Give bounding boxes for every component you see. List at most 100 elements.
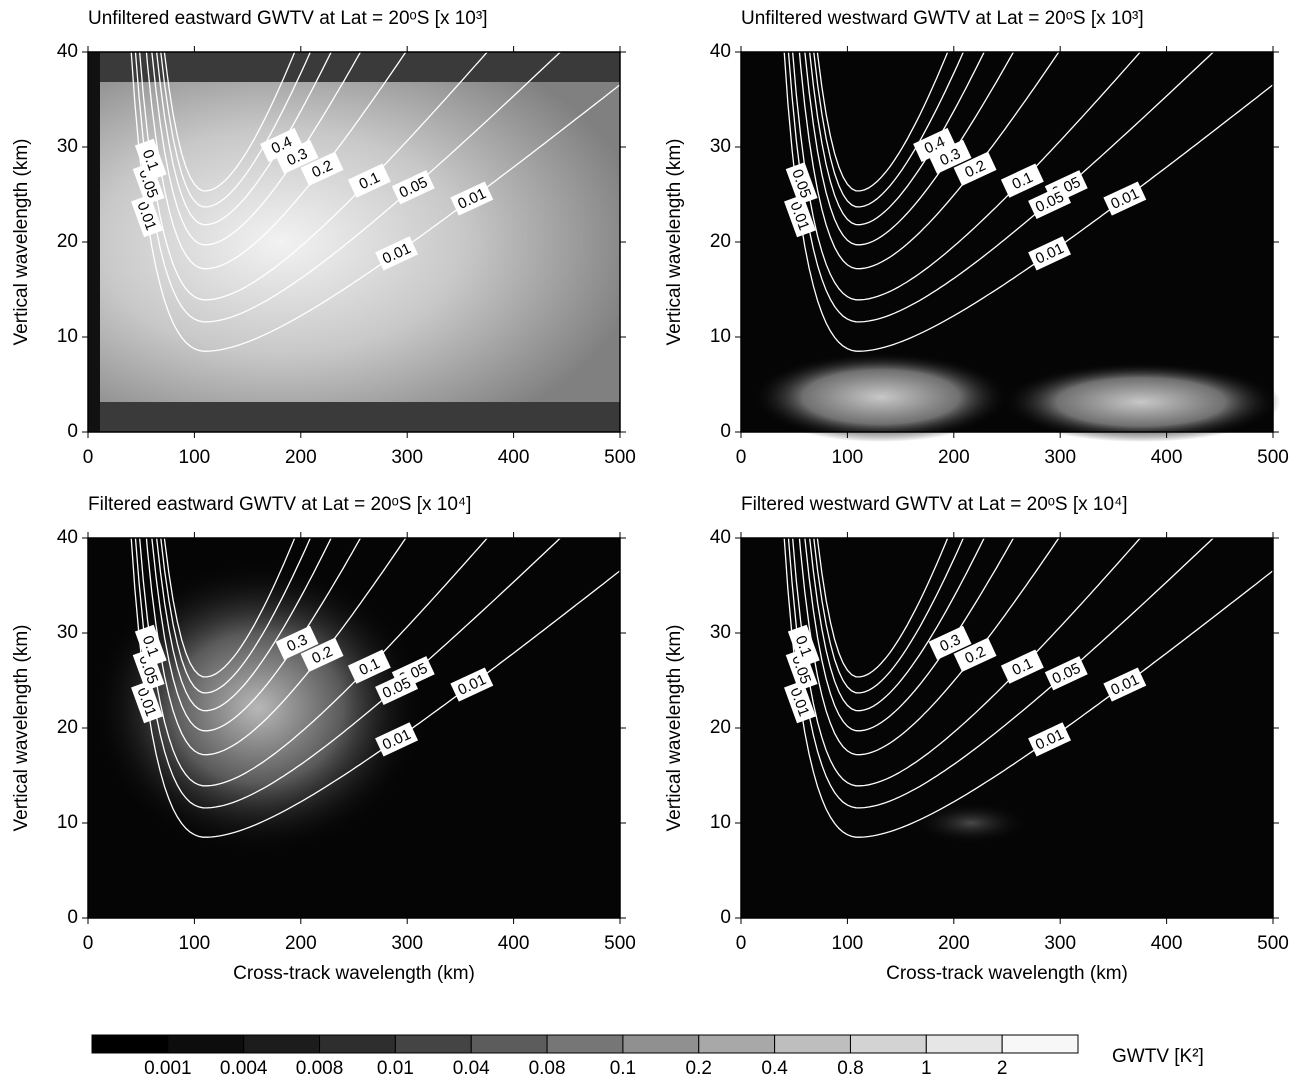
colorbar-label: 0.8: [837, 1058, 863, 1078]
x-tick-label: 500: [1257, 447, 1289, 468]
x-tick-label: 100: [179, 447, 211, 468]
x-tick-label: 500: [1257, 933, 1289, 954]
contour-line: [138, 538, 489, 787]
contour-line: [798, 538, 1060, 756]
contour-line: [808, 538, 985, 712]
x-tick-label: 400: [1151, 933, 1183, 954]
contour-label-box: [1028, 236, 1072, 271]
colorbar-box: [546, 1034, 624, 1054]
colorbar-label: 0.04: [453, 1058, 490, 1078]
x-tick-label: 0: [736, 933, 747, 954]
contour-label-box: [1028, 722, 1072, 757]
colorbar-label: 2: [997, 1058, 1008, 1078]
contour-label-box: [375, 236, 419, 271]
plot-area: [741, 538, 1273, 918]
y-tick-label: 0: [67, 907, 78, 928]
contour-label-box: [375, 722, 419, 757]
contour-line: [791, 538, 1142, 787]
contour-line: [151, 52, 362, 246]
colorbar-box: [470, 1034, 548, 1054]
colorbar-label: 0.008: [296, 1058, 344, 1078]
field: [98, 82, 620, 402]
contour-label-box: [784, 194, 816, 238]
y-tick-label: 40: [57, 41, 78, 62]
contour-line: [134, 538, 562, 809]
contour-line: [163, 538, 296, 678]
field: [88, 52, 100, 432]
panel-title: Filtered westward GWTV at Lat = 20ᵒS [x …: [741, 494, 1128, 515]
contours: 0.010.050.10.20.010.050.1 0.30.40.01: [130, 52, 620, 352]
x-tick-label: 200: [938, 447, 970, 468]
contour-line: [804, 538, 1015, 732]
y-axis-label: Vertical wavelength (km): [664, 625, 685, 832]
field: [1001, 362, 1281, 442]
x-axis-label: Cross-track wavelength (km): [233, 963, 475, 984]
contour-label-box: [300, 637, 344, 672]
y-tick-label: 40: [710, 527, 731, 548]
contour-line: [160, 538, 312, 694]
contour-line: [813, 52, 965, 208]
contour-label-box: [132, 162, 165, 205]
contour-label-box: [132, 648, 165, 691]
contour-label-box: [375, 670, 419, 705]
contour-line: [138, 52, 489, 301]
colorbar-box: [167, 1034, 245, 1054]
x-tick-label: 500: [604, 933, 636, 954]
colorbar-box: [243, 1034, 321, 1054]
x-tick-label: 200: [938, 933, 970, 954]
colorbar-label: 0.4: [761, 1058, 788, 1078]
contour-label-box: [785, 648, 818, 691]
contour-line: [808, 52, 985, 226]
contour-label-box: [785, 162, 818, 205]
x-tick-label: 200: [285, 447, 317, 468]
y-tick-label: 20: [57, 231, 78, 252]
contour-line: [145, 52, 407, 270]
plot-area: [88, 52, 620, 432]
contour-label-box: [134, 138, 167, 182]
contour-label-box: [928, 139, 972, 174]
contour-line: [163, 52, 296, 192]
colorbar-box: [925, 1034, 1003, 1054]
panel-title: Unfiltered eastward GWTV at Lat = 20ᵒS […: [88, 8, 487, 29]
colorbar-label: 0.01: [377, 1058, 414, 1078]
y-tick-label: 0: [720, 907, 731, 928]
contour-label-box: [1000, 649, 1044, 684]
x-tick-label: 400: [498, 447, 530, 468]
contour-label: 0.2: [953, 151, 997, 186]
contour-line: [783, 538, 1273, 838]
contour-line: [791, 52, 1142, 301]
contour-label-box: [131, 680, 163, 724]
y-tick-label: 20: [57, 717, 78, 738]
contour-label-box: [347, 163, 391, 198]
colorbar-box: [319, 1034, 396, 1054]
y-tick-label: 30: [57, 622, 78, 643]
contour-label-box: [928, 625, 972, 660]
y-tick-label: 30: [57, 136, 78, 157]
contour-label-box: [275, 139, 319, 174]
contour-label-box: [347, 649, 391, 684]
panel-title: Unfiltered westward GWTV at Lat = 20ᵒS […: [741, 8, 1144, 29]
contour-line: [160, 52, 312, 208]
contour-label-text: 0.1: [139, 147, 162, 172]
x-tick-label: 300: [391, 447, 423, 468]
contour-label-box: [953, 637, 997, 672]
y-tick-label: 10: [710, 326, 731, 347]
x-tick-label: 500: [604, 447, 636, 468]
y-axis-label: Vertical wavelength (km): [11, 625, 32, 832]
x-tick-label: 300: [1044, 447, 1076, 468]
colorbar-label: 0.2: [686, 1058, 712, 1078]
contour-label-box: [391, 170, 435, 205]
y-tick-label: 0: [67, 421, 78, 442]
contour-label-text: 0.1: [139, 633, 162, 658]
x-tick-label: 400: [1151, 447, 1183, 468]
contour-label-box: [450, 667, 494, 702]
contour-label-box: [1028, 184, 1072, 219]
x-tick-label: 100: [832, 933, 864, 954]
contour-label: 0.1: [134, 624, 167, 668]
contour-line: [816, 538, 949, 678]
x-tick-label: 400: [498, 933, 530, 954]
contour-line: [783, 52, 1273, 352]
contour-line: [134, 52, 562, 323]
contour-label-box: [913, 127, 956, 163]
contour-label-box: [1103, 181, 1147, 216]
